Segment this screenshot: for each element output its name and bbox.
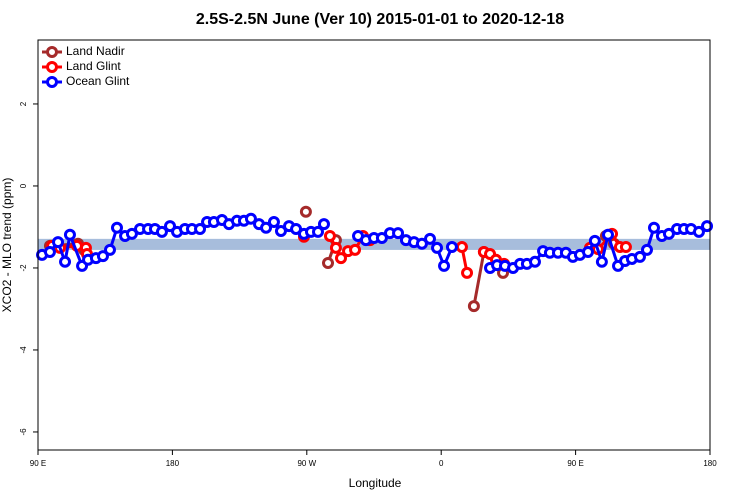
point [633, 250, 646, 263]
point [375, 232, 388, 245]
legend-marker [46, 46, 58, 58]
point [155, 225, 168, 238]
point [349, 243, 362, 256]
x-tick-label: 0 [439, 459, 444, 468]
point [317, 218, 330, 231]
point [43, 245, 56, 258]
point [312, 225, 324, 238]
point [415, 237, 428, 250]
point [299, 205, 312, 218]
point [528, 255, 541, 268]
point [52, 236, 65, 249]
x-axis-label: Longitude [349, 476, 402, 490]
point [431, 241, 444, 254]
y-tick-label: -6 [19, 428, 28, 436]
point [125, 227, 138, 240]
point [110, 221, 123, 234]
point [648, 221, 660, 234]
point [194, 223, 207, 236]
point [455, 241, 468, 254]
point [467, 300, 480, 313]
point [322, 257, 335, 270]
point [701, 220, 714, 233]
point [445, 241, 458, 254]
y-axis-label: XCO2 - MLO trend (ppm) [0, 178, 14, 313]
plot-frame [37, 39, 711, 451]
x-tick-label: 180 [703, 459, 717, 468]
point [640, 243, 653, 256]
point [260, 221, 273, 234]
point [63, 228, 76, 241]
point [96, 250, 109, 263]
point [595, 255, 608, 268]
legend-label: Ocean Glint [66, 74, 130, 88]
point [588, 234, 601, 247]
y-tick-label: 2 [19, 101, 28, 106]
point [581, 245, 594, 258]
x-tick-label: 90 W [297, 459, 316, 468]
legend-label: Land Nadir [66, 44, 125, 58]
point [267, 216, 280, 229]
point [59, 255, 72, 268]
legend-marker [46, 76, 58, 88]
point [692, 225, 705, 238]
point [103, 243, 116, 256]
point [334, 252, 347, 265]
point [461, 266, 474, 279]
x-tick-label: 180 [166, 459, 180, 468]
point [329, 241, 342, 254]
x-tick-label: 90 E [567, 459, 583, 468]
point [602, 228, 615, 241]
point [274, 225, 287, 238]
point [424, 232, 436, 245]
legend-label: Land Glint [66, 59, 121, 73]
x-tick-label: 90 E [30, 459, 46, 468]
point [323, 229, 336, 242]
chart-title: 2.5S-2.5N June (Ver 10) 2015-01-01 to 20… [196, 11, 564, 28]
legend-marker [46, 61, 58, 73]
y-tick-label: -4 [19, 346, 28, 354]
y-tick-label: -2 [19, 264, 28, 272]
point [619, 241, 632, 254]
point [392, 227, 405, 240]
point [438, 259, 451, 272]
point [662, 227, 675, 240]
y-tick-label: 0 [19, 183, 28, 188]
point [244, 212, 257, 225]
